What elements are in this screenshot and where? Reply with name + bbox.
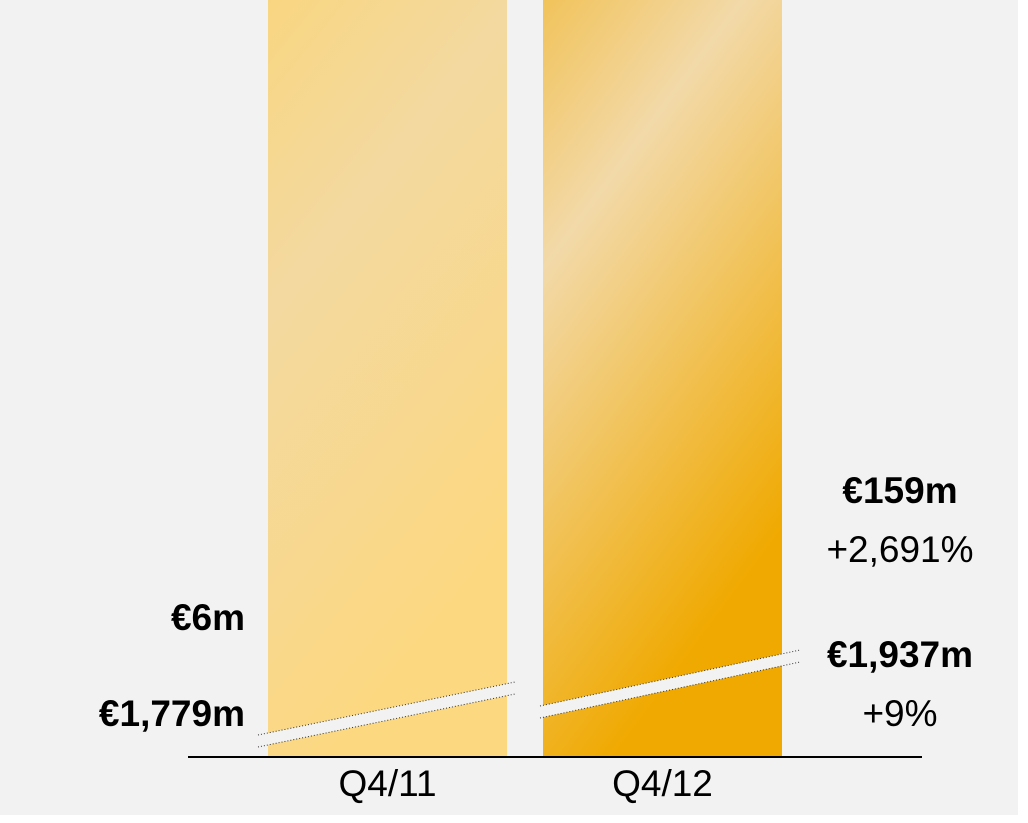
bars: [268, 0, 782, 757]
axis-break: [258, 682, 515, 747]
x-tick-label: Q4/11: [338, 763, 436, 804]
bar-segment: [543, 0, 782, 757]
axis-break-edge: [539, 649, 801, 707]
x-tick-label: Q4/12: [612, 763, 713, 804]
segment-label: €159m: [842, 470, 957, 511]
bar-segment: [268, 0, 507, 757]
segment-label: €1,937m: [827, 634, 973, 675]
axis-break: [540, 650, 800, 718]
segment-label: €1,779m: [99, 693, 245, 734]
axis-breaks: [257, 649, 801, 748]
segment-change-label: +2,691%: [826, 529, 973, 570]
axis-break-edge: [539, 661, 801, 719]
segment-change-label: +9%: [862, 693, 937, 734]
segment-label: €6m: [171, 597, 245, 638]
